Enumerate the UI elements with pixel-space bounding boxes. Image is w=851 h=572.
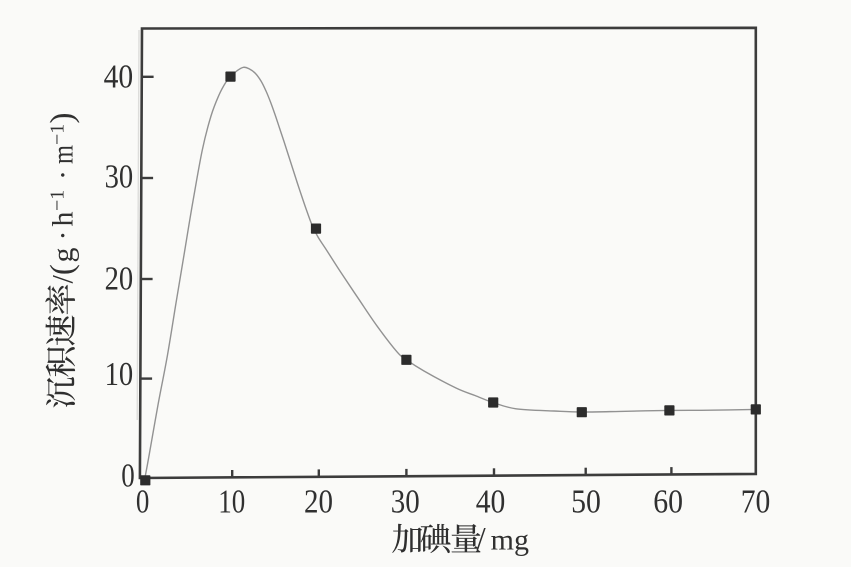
svg-text:−1: −1	[47, 124, 69, 145]
svg-text:−1: −1	[47, 190, 69, 211]
svg-text:): )	[45, 113, 81, 124]
svg-text:50: 50	[571, 483, 601, 520]
svg-text:10: 10	[105, 356, 134, 393]
svg-text:h: h	[47, 212, 80, 227]
svg-text:10: 10	[218, 483, 245, 520]
svg-text:30: 30	[105, 158, 134, 195]
svg-text:0: 0	[121, 458, 135, 495]
svg-text:·: ·	[47, 231, 80, 241]
svg-text:/mg: / mg	[477, 522, 530, 558]
svg-text:40: 40	[476, 483, 506, 520]
svg-text:g: g	[47, 248, 80, 263]
svg-text:70: 70	[741, 483, 771, 520]
svg-text:0: 0	[136, 483, 150, 520]
svg-text:60: 60	[653, 483, 683, 520]
svg-text:m: m	[47, 145, 80, 164]
svg-text:20: 20	[304, 483, 333, 520]
svg-text:·: ·	[47, 170, 80, 180]
svg-text:30: 30	[391, 483, 420, 520]
svg-text:40: 40	[104, 58, 134, 95]
svg-text:20: 20	[105, 260, 134, 297]
svg-text:/(: /(	[45, 264, 81, 283]
